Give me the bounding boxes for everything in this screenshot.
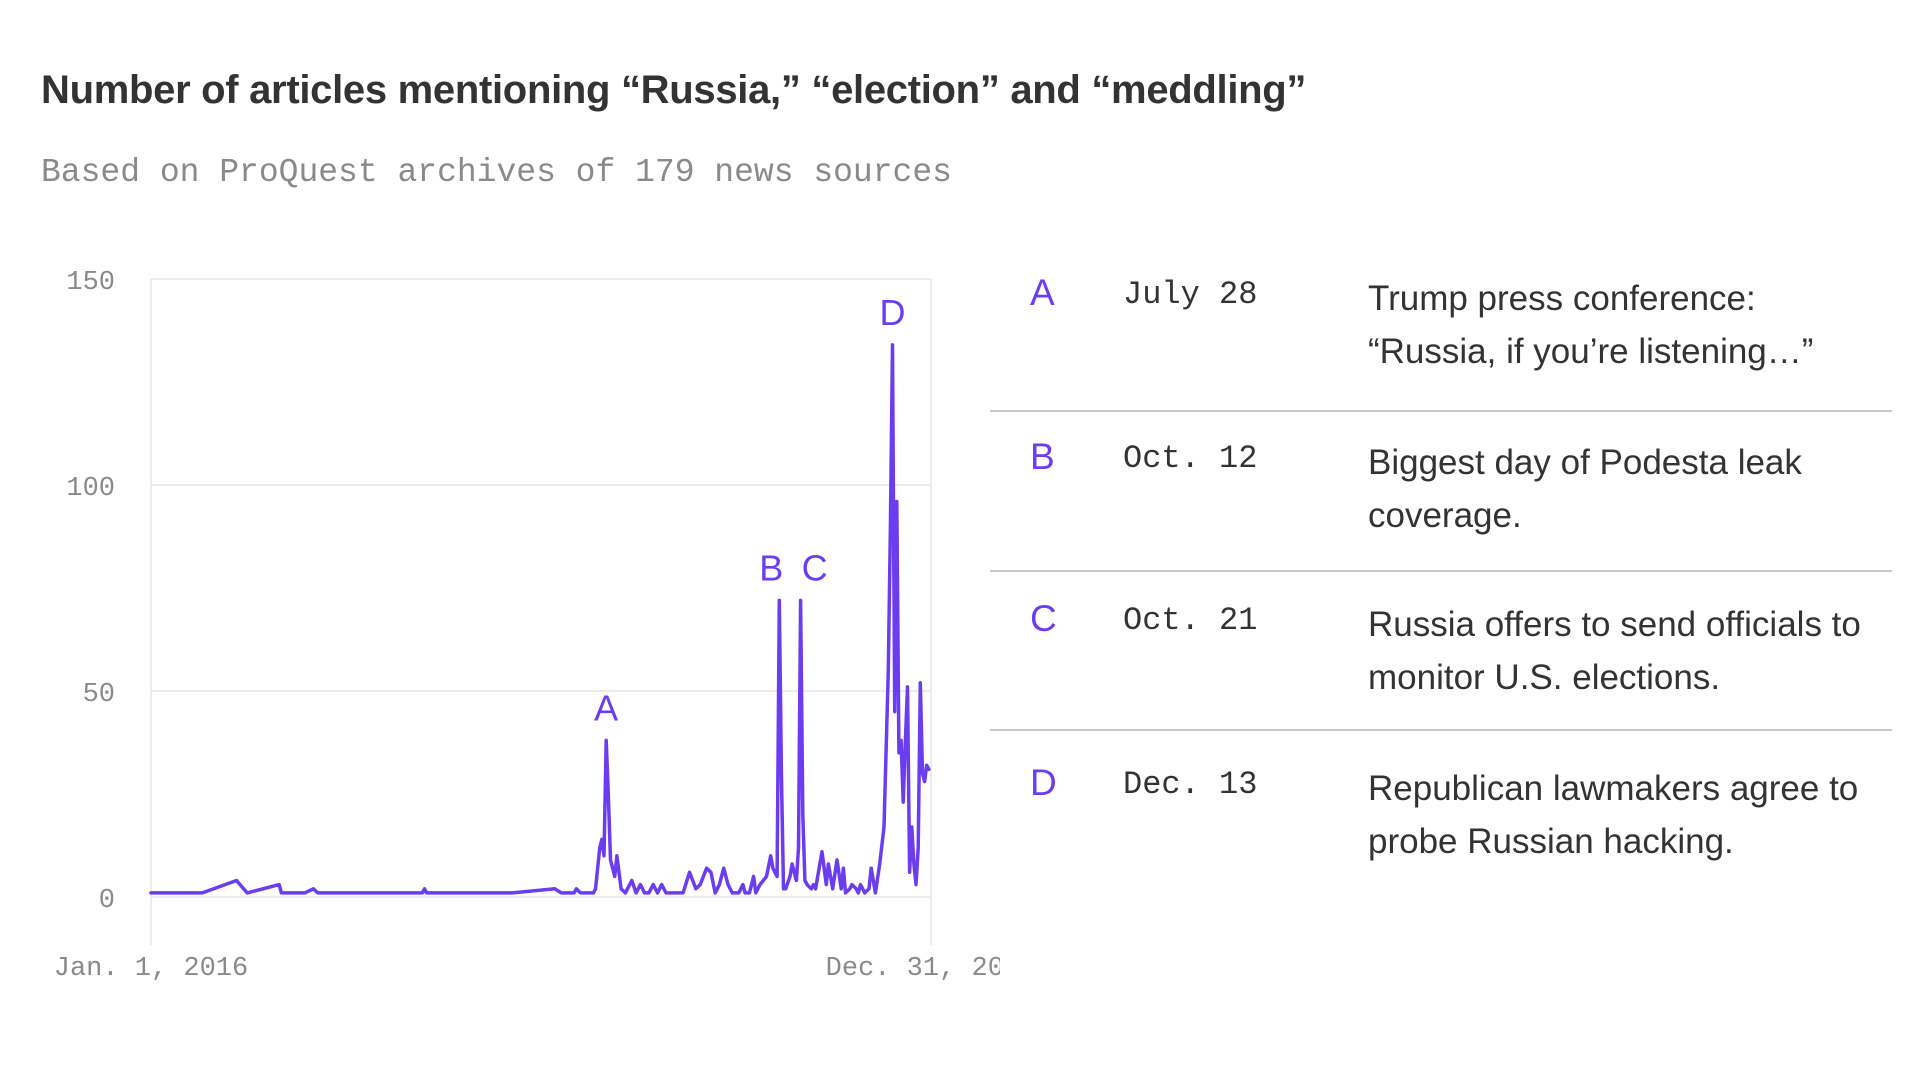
y-tick-label: 150 bbox=[66, 268, 115, 298]
event-description: Republican lawmakers agree to probe Russ… bbox=[1368, 769, 1859, 861]
y-tick-label: 100 bbox=[66, 474, 115, 504]
event-date: Dec. 13 bbox=[1123, 766, 1258, 803]
chart-title: Number of articles mentioning “Russia,” … bbox=[41, 68, 1307, 112]
line-chart: 0 50 100 150 Jan. 1, 2016 Dec. 31, 2016 A BC D bbox=[54, 268, 1000, 984]
event-description: Russia offers to send officials to monit… bbox=[1368, 605, 1861, 697]
divider bbox=[990, 570, 1892, 572]
event-date: Oct. 21 bbox=[1123, 602, 1258, 639]
series-line bbox=[149, 343, 931, 895]
event-letter: D bbox=[1030, 762, 1057, 803]
event-date: Oct. 12 bbox=[1123, 440, 1258, 477]
peak-annotation-label: A bbox=[594, 687, 618, 728]
event-letter: C bbox=[1030, 598, 1057, 639]
event-date: July 28 bbox=[1123, 276, 1258, 313]
x-tick-label: Dec. 31, 2016 bbox=[826, 954, 1000, 984]
y-tick-label: 50 bbox=[83, 680, 115, 710]
event-description: Biggest day of Podesta leak coverage. bbox=[1368, 443, 1802, 535]
peak-annotation-label: C bbox=[802, 547, 828, 588]
event-letter: A bbox=[1030, 272, 1055, 313]
peak-annotation-label: D bbox=[880, 292, 906, 333]
event-letter: B bbox=[1030, 436, 1055, 477]
chart-subtitle: Based on ProQuest archives of 179 news s… bbox=[41, 154, 952, 191]
peak-annotation-label: B bbox=[759, 547, 783, 588]
divider bbox=[990, 410, 1892, 412]
x-tick-label: Jan. 1, 2016 bbox=[54, 954, 248, 984]
divider bbox=[990, 729, 1892, 731]
event-description: Trump press conference: “Russia, if you’… bbox=[1368, 279, 1814, 371]
y-tick-label: 0 bbox=[99, 886, 115, 916]
